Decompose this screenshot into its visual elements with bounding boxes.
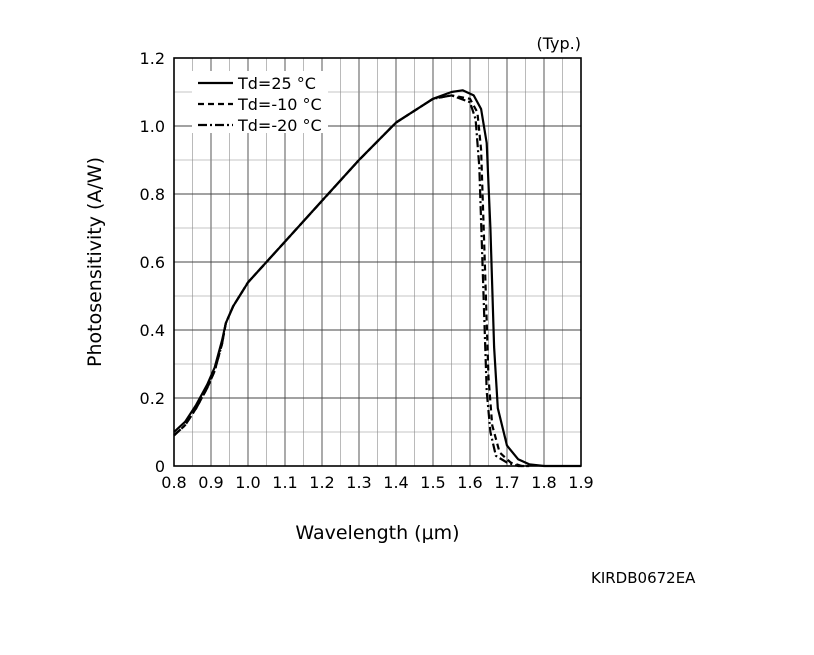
x-tick-label: 0.9 (198, 473, 223, 492)
legend-label: Td=-20 °C (237, 116, 322, 135)
x-tick-label: 1.5 (420, 473, 445, 492)
legend-label: Td=-10 °C (237, 95, 322, 114)
y-tick-label: 0.6 (140, 253, 165, 272)
x-tick-label: 0.8 (161, 473, 186, 492)
y-tick-label: 0 (155, 457, 165, 476)
axis-ticks: 0.8 0.9 1.0 1.1 1.2 1.3 1.4 1.5 1.6 1.7 1.8 1.9 0 0.2… (140, 49, 594, 492)
x-tick-label: 1.6 (457, 473, 482, 492)
legend-label: Td=25 °C (237, 74, 316, 93)
series-group (173, 89, 581, 468)
series-line (173, 94, 530, 468)
x-tick-label: 1.0 (235, 473, 260, 492)
x-tick-label: 1.7 (494, 473, 519, 492)
x-tick-label: 1.1 (272, 473, 297, 492)
series-line (173, 94, 526, 468)
y-tick-label: 0.4 (140, 321, 165, 340)
legend-background (192, 71, 328, 133)
typical-note: (Typ.) (537, 34, 581, 53)
y-tick-label: 0.8 (140, 185, 165, 204)
x-tick-label: 1.3 (346, 473, 371, 492)
y-tick-label: 1.0 (140, 117, 165, 136)
plot-frame (173, 57, 582, 467)
x-tick-label: 1.4 (383, 473, 408, 492)
y-axis-title: Photosensitivity (A/W) (84, 157, 106, 367)
x-axis-title: Wavelength (μm) (295, 522, 459, 544)
y-tick-label: 1.2 (140, 49, 165, 68)
figure-code: KIRDB0672EA (591, 569, 696, 587)
legend: Td=25 °C Td=-10 °C Td=-20 °C (198, 74, 322, 135)
x-tick-label: 1.8 (531, 473, 556, 492)
y-tick-label: 0.2 (140, 389, 165, 408)
x-tick-label: 1.9 (568, 473, 593, 492)
x-tick-label: 1.2 (309, 473, 334, 492)
